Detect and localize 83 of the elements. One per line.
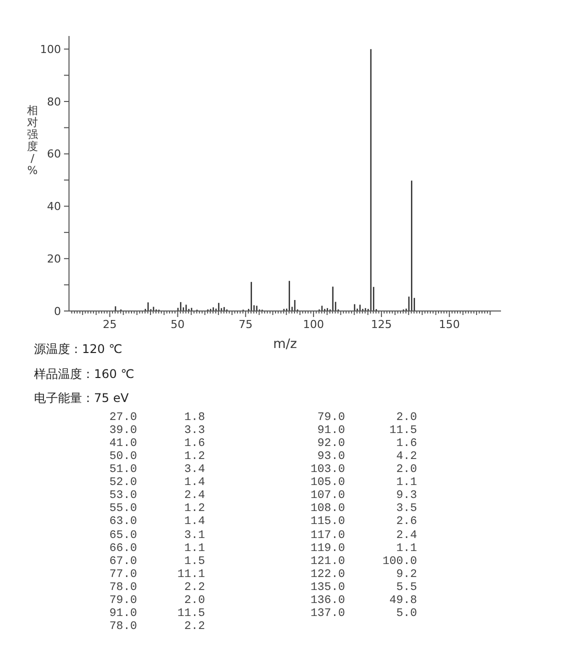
data-label: 2.6: [396, 515, 417, 528]
category-label: 137.0: [310, 606, 345, 620]
y-tick-label: 40: [47, 200, 61, 214]
data-label: 3.3: [184, 424, 205, 438]
data-label: 3.1: [184, 528, 205, 542]
data-label: 1.8: [184, 411, 205, 424]
y-tick-label: 80: [47, 95, 61, 108]
data-label: 1.2: [184, 450, 205, 464]
data-label: 49.8: [389, 594, 417, 607]
data-label: 1.4: [184, 476, 205, 490]
data-label: 2.0: [396, 411, 417, 424]
category-label: 65.0: [109, 528, 137, 542]
data-label: 2.0: [396, 463, 417, 476]
data-label: 2.0: [184, 594, 205, 607]
category-label: 39.0: [109, 424, 137, 438]
y-tick-label: 60: [47, 148, 61, 161]
category-label: 91.0: [109, 606, 137, 620]
y-tick-label: 100: [40, 42, 61, 56]
data-label: 1.5: [184, 554, 205, 568]
text: 样品温度：160 ℃: [34, 366, 134, 380]
category-label: 108.0: [310, 502, 345, 516]
category-label: 27.0: [109, 411, 137, 424]
y-tick-label: 20: [47, 252, 61, 266]
category-label: 67.0: [109, 554, 137, 568]
data-label: 1.4: [184, 515, 205, 528]
category-label: 77.0: [109, 568, 137, 581]
category-label: 135.0: [310, 580, 345, 594]
text: 电子能量：75 eV: [34, 391, 129, 405]
category-label: 55.0: [109, 502, 137, 516]
x-tick-label: 100: [303, 318, 324, 331]
category-label: 103.0: [310, 463, 345, 476]
data-label: 9.2: [396, 568, 417, 581]
data-label: 1.2: [184, 502, 205, 516]
category-label: 79.0: [109, 594, 137, 607]
data-label: 2.4: [396, 528, 417, 542]
data-label: 4.2: [396, 450, 417, 464]
y-tick-label: 0: [54, 304, 61, 318]
x-tick-label: 125: [370, 318, 392, 331]
x-tick-label: 25: [102, 318, 117, 331]
category-label: 52.0: [109, 476, 137, 490]
y-axis-title: 相对强度/%: [27, 104, 38, 177]
category-label: 105.0: [310, 476, 345, 490]
data-label: 5.5: [396, 580, 417, 594]
data-label: 2.4: [184, 489, 205, 502]
category-label: 78.0: [109, 580, 137, 594]
category-label: 51.0: [109, 463, 137, 476]
category-label: 50.0: [109, 450, 137, 464]
x-tick-label: 150: [438, 318, 460, 331]
text: 源温度：120 ℃: [34, 342, 122, 356]
category-label: 41.0: [109, 437, 137, 450]
category-label: 136.0: [310, 594, 345, 607]
category-label: 91.0: [317, 424, 345, 438]
category-label: 107.0: [310, 489, 345, 502]
category-label: 119.0: [310, 542, 345, 555]
category-label: 122.0: [310, 568, 345, 581]
category-label: 115.0: [310, 515, 345, 528]
data-label: 11.5: [177, 606, 205, 620]
category-label: 79.0: [317, 411, 345, 424]
category-label: 63.0: [109, 515, 137, 528]
x-axis-title: m/z: [273, 337, 297, 352]
category-label: 66.0: [109, 542, 137, 555]
category-label: 117.0: [310, 528, 345, 542]
data-label: 11.1: [177, 568, 205, 581]
data-label: 11.5: [389, 424, 417, 438]
category-label: 78.0: [109, 620, 137, 633]
data-label: 100.0: [382, 554, 417, 568]
x-tick-label: 50: [170, 318, 185, 331]
data-label: 9.3: [396, 489, 417, 502]
category-label: 92.0: [317, 437, 345, 450]
data-label: 1.6: [396, 437, 417, 450]
category-label: 93.0: [317, 450, 345, 464]
data-label: 2.2: [184, 580, 205, 594]
x-tick-label: 75: [238, 318, 253, 331]
category-label: 121.0: [310, 554, 345, 568]
data-label: 3.5: [396, 502, 417, 516]
data-label: 1.1: [184, 542, 205, 555]
category-label: 53.0: [109, 489, 137, 502]
data-label: 1.6: [184, 437, 205, 450]
data-label: 2.2: [184, 620, 205, 633]
data-label: 5.0: [396, 606, 417, 620]
data-label: 3.4: [184, 463, 205, 476]
data-label: 1.1: [396, 542, 417, 555]
data-label: 1.1: [396, 476, 417, 490]
